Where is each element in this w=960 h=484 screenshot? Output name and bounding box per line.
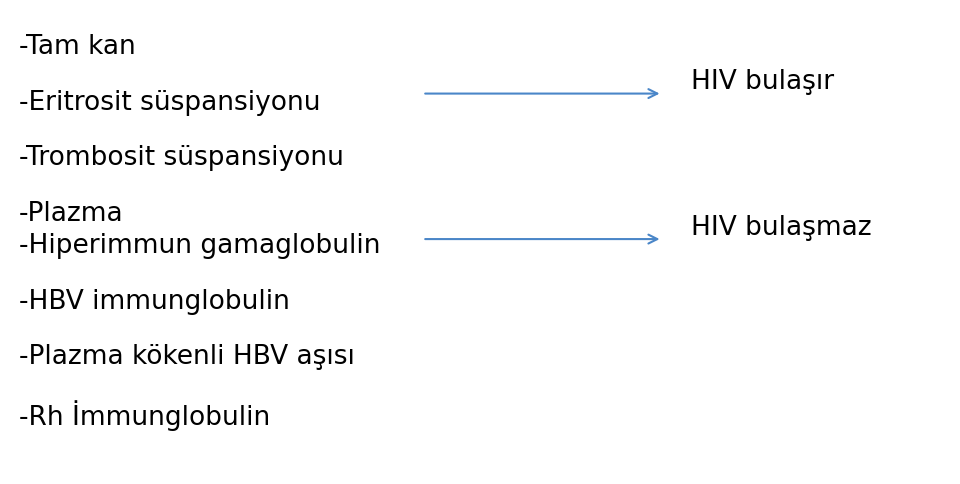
Text: -Hiperimmun gamaglobulin: -Hiperimmun gamaglobulin: [19, 232, 381, 258]
Text: -Eritrosit süspansiyonu: -Eritrosit süspansiyonu: [19, 90, 321, 116]
Text: HIV bulaşır: HIV bulaşır: [691, 69, 834, 95]
Text: -Plazma: -Plazma: [19, 201, 124, 227]
Text: -Trombosit süspansiyonu: -Trombosit süspansiyonu: [19, 145, 344, 171]
Text: -Plazma kökenli HBV aşısı: -Plazma kökenli HBV aşısı: [19, 344, 355, 370]
Text: HIV bulaşmaz: HIV bulaşmaz: [691, 214, 872, 241]
Text: -HBV immunglobulin: -HBV immunglobulin: [19, 288, 290, 314]
Text: -Tam kan: -Tam kan: [19, 34, 136, 60]
Text: -Rh İmmunglobulin: -Rh İmmunglobulin: [19, 399, 271, 430]
